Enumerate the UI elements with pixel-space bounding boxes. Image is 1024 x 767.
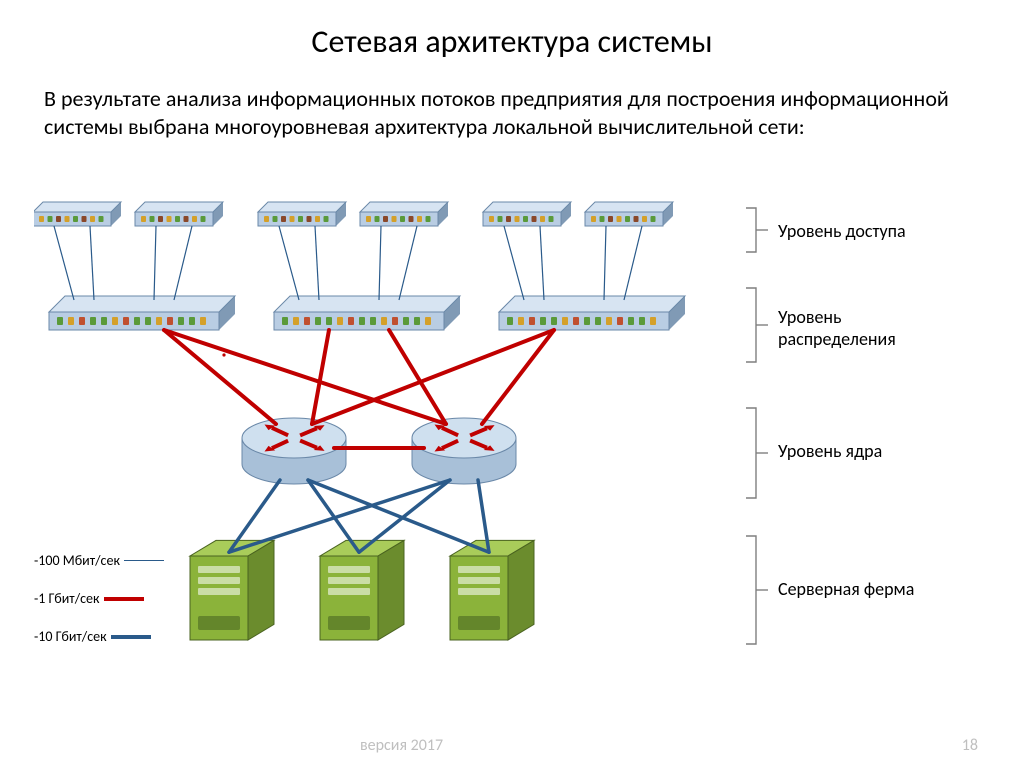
layer-label-servers: Серверная ферма	[778, 578, 914, 600]
intro-paragraph: В результате анализа информационных пото…	[0, 61, 1024, 140]
layer-label-access: Уровень доступа	[778, 220, 906, 242]
network-diagram: Уровень доступа Уровеньраспределения Уро…	[34, 200, 994, 680]
layer-label-distribution: Уровеньраспределения	[778, 306, 896, 350]
layer-label-core: Уровень ядра	[778, 440, 882, 462]
legend-10gbit-text: -10 Гбит/сек	[34, 628, 107, 645]
footer-version: версия 2017	[360, 736, 443, 755]
page-title: Сетевая архитектура системы	[0, 0, 1024, 61]
legend-100mbit: -100 Мбит/сек	[34, 552, 164, 569]
legend-10gbit: -10 Гбит/сек	[34, 628, 151, 645]
legend-1gbit: -1 Гбит/сек	[34, 590, 144, 607]
legend-1gbit-text: -1 Гбит/сек	[34, 590, 100, 607]
legend-100mbit-text: -100 Мбит/сек	[34, 552, 120, 569]
footer-page: 18	[962, 736, 978, 755]
